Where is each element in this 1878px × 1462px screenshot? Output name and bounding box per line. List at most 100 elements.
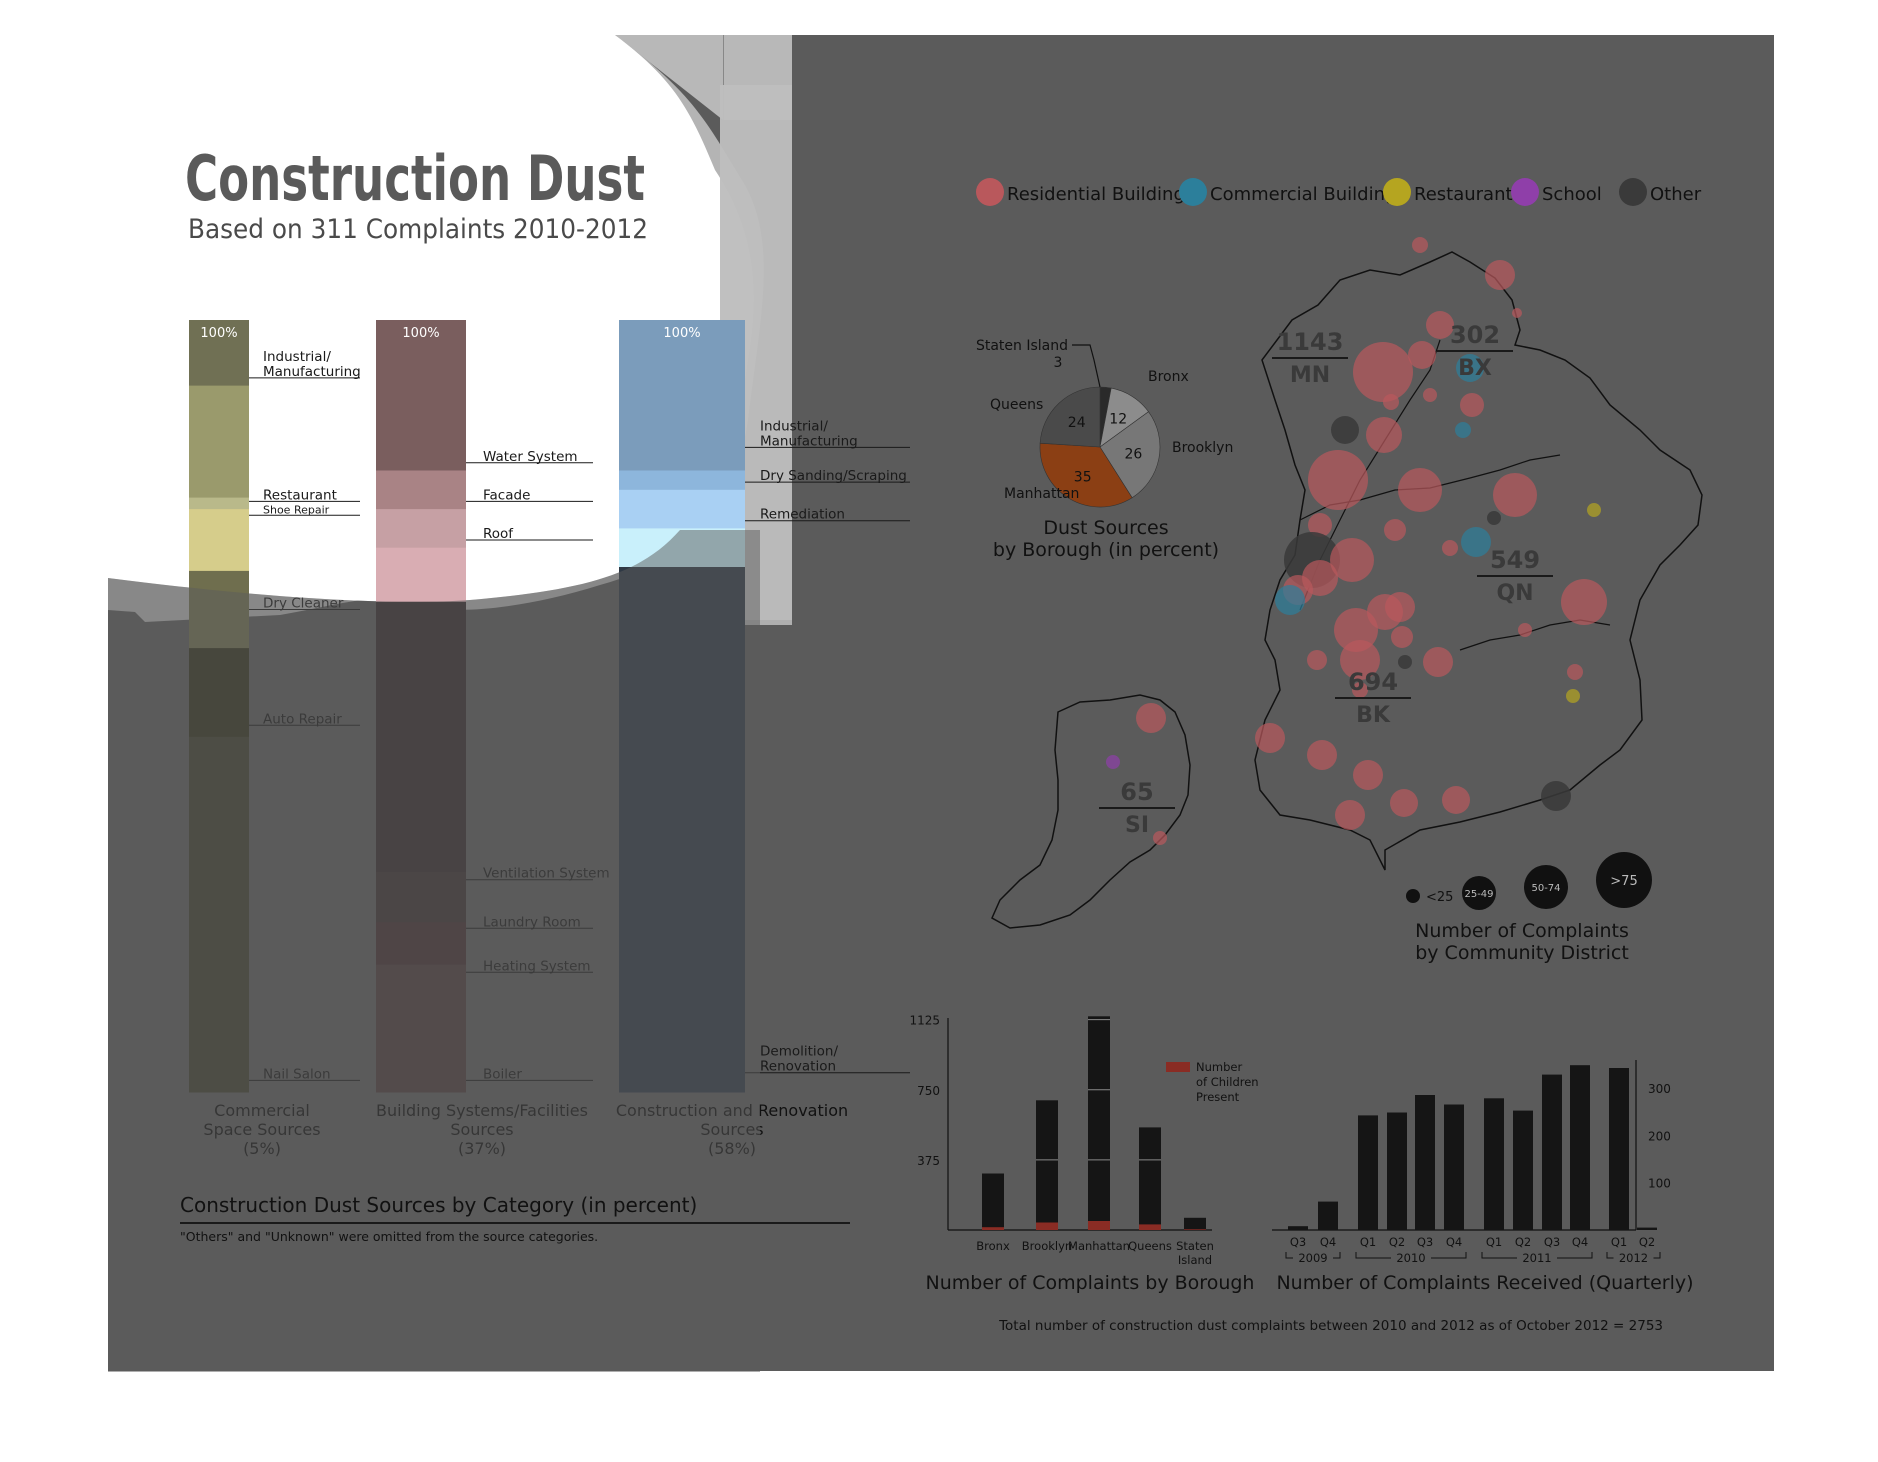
category-segment (376, 548, 466, 603)
dark-overlay (108, 530, 760, 1372)
complaint-bubble (1383, 394, 1399, 410)
borough-count: 1143 (1277, 328, 1344, 356)
category-segment (189, 498, 249, 510)
quarter-chart-title: Number of Complaints Received (Quarterly… (1276, 1272, 1693, 1294)
size-legend-label: <25 (1426, 890, 1453, 905)
legend-swatch (1511, 178, 1539, 206)
quarter-bar (1637, 1228, 1657, 1230)
borough-y-tick-label: 1125 (909, 1014, 940, 1028)
complaint-bubble (1153, 831, 1167, 845)
borough-y-tick-label: 375 (917, 1154, 940, 1168)
quarter-bar (1513, 1111, 1533, 1230)
pie-value-label: 24 (1068, 415, 1086, 431)
borough-count: 694 (1348, 668, 1398, 696)
column-top-label: 100% (200, 326, 237, 341)
borough-x-label: Staten (1176, 1239, 1214, 1253)
complaint-bubble (1412, 237, 1428, 253)
size-legend-label: 25-49 (1464, 889, 1493, 900)
borough-children-bar (1139, 1224, 1161, 1230)
borough-children-bar (1184, 1229, 1206, 1230)
borough-chart-title: Number of Complaints by Borough (926, 1272, 1255, 1294)
pie-label-manhattan: Manhattan (1004, 486, 1079, 502)
category-chart-note: "Others" and "Unknown" were omitted from… (180, 1229, 598, 1244)
borough-abbr: QN (1496, 581, 1533, 606)
legend-label: Restaurant (1414, 184, 1513, 205)
complaint-bubble (1460, 393, 1484, 417)
quarter-x-label: Q4 (1320, 1235, 1336, 1249)
pie-value-staten-island: 3 (1054, 355, 1063, 371)
legend-swatch (976, 178, 1004, 206)
pie-label-brooklyn: Brooklyn (1172, 440, 1233, 456)
borough-bar (1088, 1016, 1110, 1230)
complaint-bubble (1331, 416, 1359, 444)
borough-count: 549 (1490, 546, 1540, 574)
pie-value-label: 12 (1109, 411, 1127, 427)
pie-leader-line (1072, 345, 1100, 387)
borough-abbr: BK (1356, 703, 1391, 728)
complaint-bubble (1455, 422, 1471, 438)
category-segment (376, 509, 466, 548)
complaint-bubble (1442, 786, 1470, 814)
borough-bar (1139, 1127, 1161, 1230)
infographic-canvas: Construction Dust Based on 311 Complaint… (0, 0, 1878, 1462)
complaint-bubble (1408, 341, 1436, 369)
complaint-bubble (1307, 740, 1337, 770)
borough-count: 65 (1120, 778, 1153, 806)
quarter-x-label: Q3 (1544, 1235, 1560, 1249)
category-chart-heading: Construction Dust Sources by Category (i… (180, 1193, 697, 1217)
year-label: 2010 (1396, 1251, 1425, 1265)
pie-label-staten-island: Staten Island (976, 338, 1068, 354)
pie-title: Dust Sources (1043, 517, 1168, 539)
quarter-y-tick-label: 300 (1648, 1082, 1671, 1096)
complaint-bubble (1255, 723, 1285, 753)
quarter-bar (1609, 1068, 1629, 1230)
quarter-x-label: Q1 (1611, 1235, 1627, 1249)
legend-label: Other (1650, 184, 1702, 205)
pie-label-bronx: Bronx (1148, 369, 1189, 385)
pie-value-label: 26 (1124, 446, 1142, 462)
borough-x-label: Brooklyn (1022, 1239, 1072, 1253)
children-legend-label: Number (1196, 1060, 1242, 1074)
borough-children-bar (982, 1227, 1004, 1230)
pie-label-queens: Queens (990, 397, 1043, 413)
borough-x-label: Manhattan (1068, 1239, 1130, 1253)
category-heading-rule (180, 1222, 850, 1224)
quarter-x-label: Q3 (1417, 1235, 1433, 1249)
map-title: by Community District (1415, 942, 1629, 964)
complaint-bubble (1512, 308, 1522, 318)
complaint-bubble (1423, 647, 1453, 677)
quarter-bar (1288, 1226, 1308, 1230)
category-segment (189, 509, 249, 571)
complaint-bubble (1518, 623, 1532, 637)
complaint-bubble (1567, 664, 1583, 680)
total-complaints-footer: Total number of construction dust compla… (998, 1318, 1663, 1334)
complaint-bubble (1391, 626, 1413, 648)
category-label: Shoe Repair (263, 503, 330, 516)
quarter-x-label: Q1 (1360, 1235, 1376, 1249)
quarter-x-label: Q2 (1389, 1235, 1405, 1249)
category-segment (376, 471, 466, 510)
year-label: 2011 (1522, 1251, 1551, 1265)
quarter-y-tick-label: 200 (1648, 1129, 1671, 1143)
quarter-bar (1387, 1113, 1407, 1231)
borough-abbr: BX (1458, 356, 1492, 381)
complaint-bubble (1487, 511, 1501, 525)
legend-label: Residential Building (1007, 184, 1185, 205)
quarter-x-label: Q2 (1515, 1235, 1531, 1249)
quarter-bar (1318, 1202, 1338, 1230)
category-label: Demolition/ (760, 1044, 838, 1060)
complaint-bubble (1307, 650, 1327, 670)
complaint-bubble (1493, 473, 1537, 517)
complaint-bubble (1384, 519, 1406, 541)
complaint-bubble (1353, 760, 1383, 790)
category-segment (619, 471, 745, 491)
borough-children-bar (1036, 1223, 1058, 1231)
size-legend-label: >75 (1610, 874, 1637, 889)
type-legend: Residential Building Commercial Building R… (976, 178, 1702, 206)
pie-value-label: 35 (1074, 469, 1092, 485)
complaint-bubble (1442, 540, 1458, 556)
complaint-bubble (1561, 579, 1607, 625)
borough-bar (1184, 1218, 1206, 1230)
quarter-x-label: Q3 (1290, 1235, 1306, 1249)
complaint-bubble (1136, 703, 1166, 733)
